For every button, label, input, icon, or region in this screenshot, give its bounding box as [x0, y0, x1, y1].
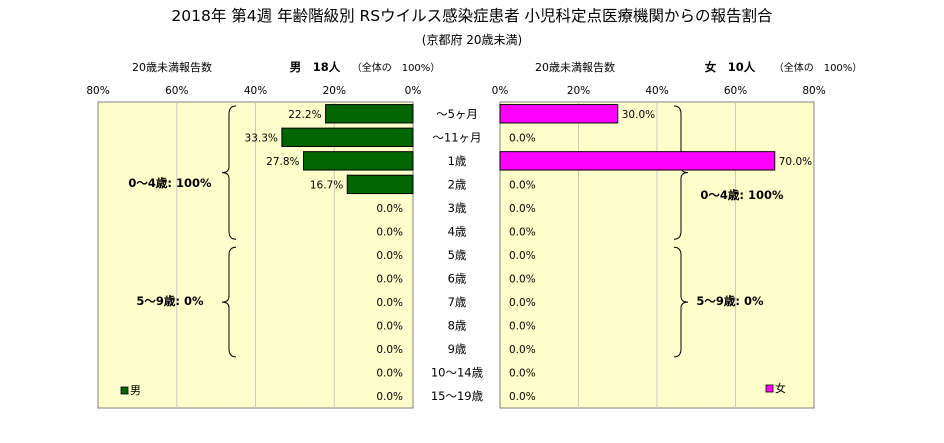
male-legend-label: 男	[130, 384, 141, 397]
male-bar	[303, 151, 414, 171]
right-header-note: （全体の 100%）	[774, 61, 863, 74]
female-value-label: 30.0%	[622, 109, 655, 121]
male-value-label: 27.8%	[266, 156, 299, 168]
female-value-label: 0.0%	[509, 321, 536, 333]
female-bars	[499, 104, 776, 171]
category-label: 1歳	[448, 154, 467, 168]
female-legend-swatch	[765, 384, 774, 393]
right-group-label-0-4: 0～4歳: 100%	[700, 188, 784, 202]
category-label: 15～19歳	[431, 389, 484, 403]
left-group-label-0-4: 0～4歳: 100%	[128, 176, 212, 190]
female-legend: 女	[765, 381, 786, 395]
male-value-label: 0.0%	[376, 226, 403, 238]
male-value-label: 22.2%	[288, 109, 321, 121]
left-group-label-5-9: 5～9歳: 0%	[136, 294, 204, 308]
age-category-labels: ～5ヶ月 ～11ヶ月 1歳 2歳 3歳 4歳 5歳 6歳 7歳 8歳 9歳 10～14歳 15～19歳	[431, 107, 484, 403]
male-value-label: 0.0%	[376, 250, 403, 262]
category-label: 10～14歳	[431, 366, 484, 380]
category-label: ～5ヶ月	[436, 107, 478, 121]
category-label: 8歳	[448, 319, 467, 333]
right-tick-label: 60%	[724, 85, 747, 97]
male-value-labels: 22.2% 33.3% 27.8% 16.7% 0.0% 0.0% 0.0% 0.0% 0.0%…	[245, 109, 403, 403]
male-value-label: 0.0%	[376, 368, 403, 380]
category-label: 7歳	[448, 295, 467, 309]
right-tick-label: 0%	[492, 85, 509, 97]
category-label: 2歳	[448, 177, 467, 191]
female-value-labels: 30.0% 0.0% 70.0% 0.0% 0.0% 0.0% 0.0% 0.0% 0.0% 0.…	[509, 109, 812, 403]
category-label: 5歳	[448, 248, 467, 262]
age-group-brackets	[221, 105, 689, 358]
male-bar	[325, 104, 414, 124]
right-tick-label: 80%	[802, 85, 825, 97]
female-value-label: 70.0%	[779, 156, 812, 168]
left-bracket-5-9	[221, 246, 237, 358]
left-tick-label: 20%	[323, 85, 346, 97]
female-legend-label: 女	[775, 381, 786, 395]
category-label: 9歳	[448, 342, 467, 356]
chart-subtitle: (京都府 20歳未満)	[422, 32, 522, 47]
category-label: 6歳	[448, 272, 467, 286]
left-header-note: （全体の 100%）	[352, 61, 441, 74]
left-tick-label: 0%	[405, 85, 422, 97]
female-value-label: 0.0%	[509, 132, 536, 144]
left-header-total: 男 18人	[290, 60, 341, 74]
right-header-total: 女 10人	[705, 60, 756, 74]
right-axis-ticks: 0% 20% 40% 60% 80%	[492, 85, 826, 97]
right-bracket-0-4	[673, 105, 689, 240]
male-bar	[346, 174, 414, 195]
right-bracket-5-9	[673, 246, 689, 358]
left-tick-label: 40%	[244, 85, 267, 97]
female-value-label: 0.0%	[509, 368, 536, 380]
male-value-label: 33.3%	[245, 132, 278, 144]
female-value-label: 0.0%	[509, 226, 536, 238]
male-value-label: 0.0%	[376, 203, 403, 215]
category-label: 3歳	[448, 201, 467, 215]
female-value-label: 0.0%	[509, 391, 536, 403]
category-label: ～11ヶ月	[432, 130, 481, 144]
female-value-label: 0.0%	[509, 297, 536, 309]
left-tick-label: 60%	[165, 85, 188, 97]
right-tick-label: 40%	[645, 85, 668, 97]
left-header-label: 20歳未満報告数	[132, 61, 212, 74]
male-legend-swatch	[120, 386, 129, 395]
male-value-label: 0.0%	[376, 297, 403, 309]
female-value-label: 0.0%	[509, 203, 536, 215]
category-label: 4歳	[448, 224, 467, 238]
female-value-label: 0.0%	[509, 250, 536, 262]
female-bar	[499, 151, 776, 171]
male-value-label: 0.0%	[376, 391, 403, 403]
right-tick-label: 20%	[567, 85, 590, 97]
male-value-label: 0.0%	[376, 274, 403, 286]
left-axis-ticks: 0% 20% 40% 60% 80%	[86, 85, 421, 97]
chart-title: 2018年 第4週 年齢階級別 RSウイルス感染症患者 小児科定点医療機関からの…	[171, 7, 773, 25]
female-value-label: 0.0%	[509, 274, 536, 286]
female-value-label: 0.0%	[509, 179, 536, 191]
male-value-label: 0.0%	[376, 321, 403, 333]
male-bar	[281, 127, 414, 147]
right-header-label: 20歳未満報告数	[535, 61, 615, 74]
left-bracket-0-4	[221, 105, 237, 240]
female-value-label: 0.0%	[509, 344, 536, 356]
male-value-label: 0.0%	[376, 344, 403, 356]
right-group-label-5-9: 5～9歳: 0%	[696, 294, 764, 308]
male-legend: 男	[120, 384, 141, 397]
left-tick-label: 80%	[86, 85, 109, 97]
male-value-label: 16.7%	[310, 179, 343, 191]
female-bar	[499, 104, 619, 124]
male-bars	[281, 104, 414, 195]
